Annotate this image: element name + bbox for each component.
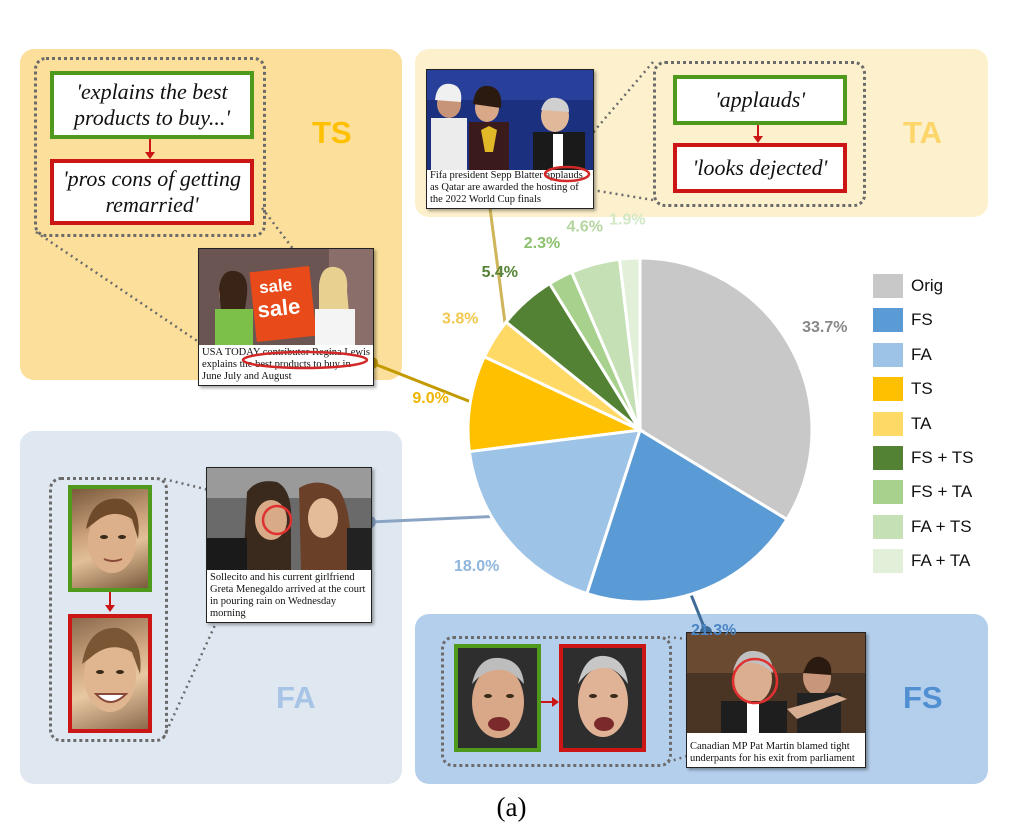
- fs-connector: [678, 566, 708, 633]
- fs-dotted-leader: [667, 746, 713, 764]
- ts-dotted-leader: [261, 207, 301, 259]
- legend-item: FS + TS: [873, 446, 974, 470]
- ts-caption-highlight: [241, 350, 369, 370]
- ts-original-text: 'explains the best products to buy...': [73, 79, 231, 130]
- ts-sale-sign-text: sale: [256, 293, 301, 322]
- legend-swatch: [873, 308, 903, 333]
- legend-item: FA + TS: [873, 514, 972, 539]
- ta-dotted-leader: [555, 61, 654, 177]
- ta-sample-photo: [427, 70, 593, 170]
- legend-label: Orig: [911, 276, 944, 295]
- legend-item: FS: [873, 308, 933, 333]
- ta-original-text-box: 'applauds': [673, 75, 847, 125]
- fa-sample-image: Sollecito and his current girlfriend Gre…: [206, 467, 372, 623]
- fa-original-face-drawing: [86, 498, 139, 573]
- legend-swatch: [873, 411, 903, 436]
- legend-item: FA + TA: [873, 549, 971, 574]
- ts-arrow-head: [145, 152, 155, 159]
- ta-panel-label: TA: [903, 115, 943, 150]
- fs-sample-caption: Canadian MP Pat Martin blamed tight unde…: [690, 741, 855, 764]
- fa-connector: [369, 513, 527, 524]
- ts-original-text-box: 'explains the best products to buy...': [50, 71, 254, 139]
- legend-item: TA: [873, 411, 932, 436]
- ts-sample-photo: sale sale: [199, 249, 373, 345]
- legend-swatch: [873, 514, 903, 539]
- legend-swatch: [873, 342, 903, 367]
- ta-sample-image: Fifa president Sepp Blatter applauds as …: [426, 69, 594, 209]
- fa-panel-label: FA: [276, 680, 316, 715]
- fs-connector-dot: [674, 561, 686, 573]
- legend-label: FS + TS: [911, 448, 974, 467]
- fs-manipulated-face-drawing: [563, 648, 642, 748]
- legend-label: TS: [911, 379, 933, 399]
- legend-label: FA + TA: [911, 551, 971, 571]
- legend-item: TS: [873, 377, 933, 402]
- fa-dotted-box: [49, 477, 168, 742]
- ts-sample-image: sale sale USA TODAY contributor Regina L…: [198, 248, 374, 386]
- legend: Orig FS FA TS TA FS + TS FS + TA FA + TS FA + TA: [873, 274, 1003, 584]
- ts-sale-sign-text: sale: [258, 275, 293, 297]
- fa-manipulated-face-drawing: [82, 627, 141, 712]
- ta-arrow-head: [753, 136, 763, 143]
- ts-connector: [371, 361, 495, 413]
- ts-dotted-box: [34, 57, 266, 237]
- ts-connector-dot: [488, 405, 500, 417]
- fs-original-face: [454, 644, 541, 752]
- fa-connector-dot: [520, 509, 532, 521]
- ts-panel-label: TS: [312, 115, 352, 150]
- legend-label: FA + TS: [911, 516, 972, 536]
- legend-swatch: [873, 274, 903, 298]
- fs-dotted-box: [441, 636, 672, 767]
- legend-swatch: [873, 480, 903, 505]
- legend-swatch: [873, 549, 903, 574]
- ta-connector-dot: [502, 340, 514, 352]
- legend-item: FA: [873, 342, 932, 367]
- ta-dotted-leader: [555, 182, 654, 202]
- legend-label: FA: [911, 344, 932, 364]
- fa-original-face: [68, 485, 152, 592]
- fa-sample-caption: Sollecito and his current girlfriend Gre…: [210, 572, 366, 619]
- ta-original-text: 'applauds': [714, 87, 806, 112]
- figure-caption: (a): [496, 792, 527, 822]
- fs-manipulated-face: [559, 644, 646, 752]
- ta-dotted-box: [653, 61, 866, 207]
- fs-sample-photo: [687, 633, 865, 733]
- legend-item: Orig: [873, 274, 943, 298]
- legend-swatch: [873, 377, 903, 402]
- fs-sample-image: Canadian MP Pat Martin blamed tight unde…: [686, 632, 866, 768]
- ta-manipulated-text-box: 'looks dejected': [673, 143, 847, 193]
- legend-item: FS + TA: [873, 480, 973, 505]
- legend-swatch: [873, 446, 903, 470]
- fa-manipulated-face: [68, 614, 152, 733]
- ts-manipulated-text-box: 'pros cons of getting remarried': [50, 159, 254, 225]
- ta-manipulated-text: 'looks dejected': [692, 155, 828, 180]
- fs-original-face-drawing: [458, 648, 537, 748]
- ts-dotted-leader: [35, 230, 219, 357]
- ta-connector: [488, 207, 510, 347]
- legend-label: FS: [911, 310, 933, 330]
- fs-dotted-leader: [667, 635, 746, 647]
- fa-sample-photo: [207, 468, 371, 570]
- ta-sample-caption: Fifa president Sepp Blatter applauds as …: [430, 170, 583, 205]
- fa-arrow-head: [105, 605, 115, 612]
- fs-arrow-head: [552, 697, 559, 707]
- ts-manipulated-text: 'pros cons of getting remarried': [62, 166, 242, 217]
- legend-label: TA: [911, 413, 932, 433]
- legend-label: FS + TA: [911, 482, 973, 502]
- fs-panel-label: FS: [903, 680, 943, 715]
- ta-caption-highlight: [543, 165, 591, 183]
